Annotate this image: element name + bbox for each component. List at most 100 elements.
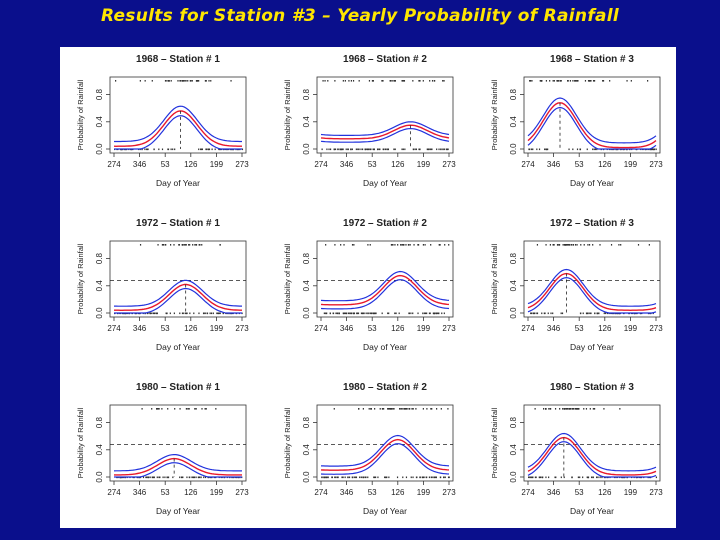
dry-observation [595,148,597,151]
dry-observation [149,476,151,479]
dry-observation [545,476,547,479]
dry-observation [159,476,161,479]
dry-observation [321,476,323,479]
rain-observation [409,244,411,246]
dry-observation [365,476,367,479]
rain-observation [590,80,592,82]
dry-observation [241,148,244,151]
plot-frame [316,404,454,482]
dry-observation [374,476,377,479]
rain-observation [191,80,193,82]
x-tick-label: 126 [598,324,612,333]
dry-observation [440,148,442,151]
rain-observation [393,408,395,410]
rain-observation [151,80,153,82]
rain-observation [549,80,551,82]
dry-observation [367,312,369,315]
dry-observation [412,476,414,479]
rain-observation [369,244,371,246]
x-tick-label: 199 [624,488,638,497]
dry-observation [655,476,658,479]
x-tick-label: 274 [521,160,535,169]
lower-confidence-band [527,441,657,478]
dry-observation [346,312,348,315]
x-tick-label: 53 [161,324,170,333]
rain-observation [552,80,554,82]
dry-observation [173,312,175,315]
dry-observation [387,148,390,151]
rain-observation [534,408,536,410]
dry-observation [528,148,530,151]
rain-observation [553,80,555,82]
dry-observation [153,476,155,479]
dry-observation [596,476,598,479]
subplot-2: 1968 – Station # 2 0.0 0.4 0.8 Probability o… [283,54,456,188]
dry-observation [345,312,347,315]
dry-observation [326,148,328,151]
y-tick-label: 0.0 [95,307,104,319]
rain-observation [352,80,355,82]
dry-observation [528,476,530,479]
dry-observation [198,148,200,151]
x-tick-label: 273 [442,488,456,497]
rain-observation [411,408,413,410]
dry-observation [387,312,389,315]
subplot-title: 1980 – Station # 3 [550,382,634,393]
x-tick-label: 273 [235,160,249,169]
x-tick-label: 273 [442,324,456,333]
y-tick-label: 0.0 [302,471,311,483]
dry-observation [592,476,594,479]
dry-observation [586,148,588,151]
dry-observation [435,476,437,479]
dry-observation [425,476,427,479]
dry-observation [444,148,446,151]
rain-observation [599,244,601,246]
x-tick-label: 126 [391,488,405,497]
dry-observation [423,476,425,479]
dry-observation [429,312,431,315]
dry-observation [546,148,548,151]
y-tick-label: 0.8 [95,88,104,100]
dry-observation [350,148,352,151]
rain-observation [391,244,393,246]
dry-observation [172,148,174,151]
dry-observation [360,312,363,315]
dry-observation [355,148,357,151]
dry-observation [329,312,331,315]
dry-observation [548,476,550,479]
x-tick-label: 346 [340,488,354,497]
rain-observation [334,244,336,246]
subplot-title: 1980 – Station # 2 [343,382,427,393]
rain-observation [324,80,326,82]
rain-observation [576,80,578,82]
rain-observation [574,408,576,410]
dry-observation [326,476,328,479]
rain-observation [340,244,342,246]
y-axis-label: Probability of Rainfall [490,243,499,314]
subplot-title: 1972 – Station # 2 [343,218,427,229]
dry-observation [353,312,355,315]
y-tick-label: 0.4 [302,444,311,456]
dry-observation [151,312,153,315]
dry-observation [325,476,327,479]
dry-observation [189,476,191,479]
subplot-9: 1980 – Station # 3 0.0 0.4 0.8 Probability o… [490,382,663,516]
dry-observation [531,148,533,151]
upper-confidence-band [527,268,657,307]
rain-observation [401,408,403,410]
rain-observation [194,408,196,410]
dry-observation [394,148,396,151]
upper-confidence-band [113,454,242,472]
rain-observation [400,408,402,410]
fitted-probability-curve [320,124,450,140]
rain-observation [115,80,117,82]
dry-observation [428,476,431,479]
upper-confidence-band [527,97,657,144]
x-tick-label: 273 [649,488,663,497]
dry-observation [436,312,438,315]
fitted-probability-curve [114,457,242,476]
subplot-title: 1968 – Station # 3 [550,54,634,65]
dry-observation [182,476,184,479]
dry-observation [205,148,208,151]
dry-observation [174,148,176,151]
